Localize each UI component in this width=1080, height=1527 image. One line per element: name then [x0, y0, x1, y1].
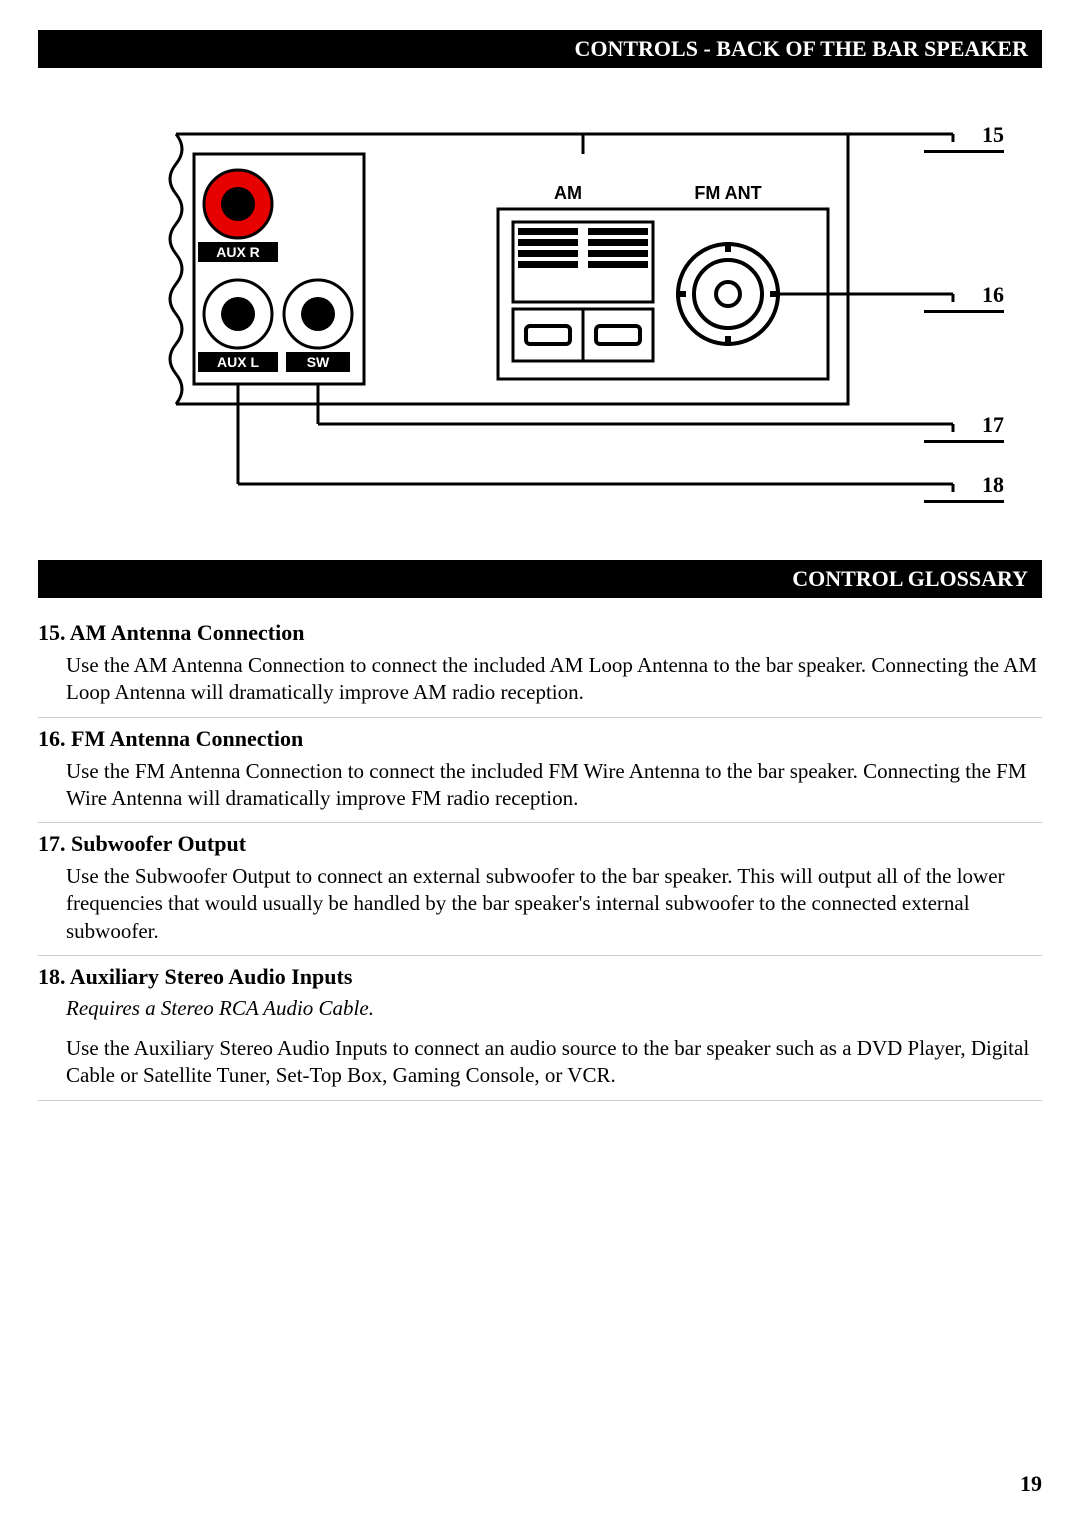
- callout-17: 17: [924, 412, 1004, 443]
- sw-label: SW: [307, 354, 330, 370]
- back-panel-diagram: AUX R AUX L SW AM FM ANT: [38, 104, 1042, 524]
- glossary-item-body: Use the Auxiliary Stereo Audio Inputs to…: [66, 1035, 1042, 1090]
- glossary-item: 18. Auxiliary Stereo Audio Inputs Requir…: [38, 956, 1042, 1101]
- glossary-list: 15. AM Antenna Connection Use the AM Ant…: [38, 612, 1042, 1101]
- glossary-item-body: Use the FM Antenna Connection to connect…: [66, 758, 1042, 813]
- am-label: AM: [554, 183, 582, 203]
- fm-ant-label: FM ANT: [694, 183, 761, 203]
- glossary-item-note: Requires a Stereo RCA Audio Cable.: [66, 996, 1042, 1021]
- glossary-item-title: 18. Auxiliary Stereo Audio Inputs: [38, 964, 1042, 990]
- glossary-header: CONTROL GLOSSARY: [38, 560, 1042, 598]
- glossary-item-title: 17. Subwoofer Output: [38, 831, 1042, 857]
- glossary-item: 15. AM Antenna Connection Use the AM Ant…: [38, 612, 1042, 718]
- aux-r-label: AUX R: [216, 244, 260, 260]
- glossary-item: 17. Subwoofer Output Use the Subwoofer O…: [38, 823, 1042, 956]
- diagram-svg: AUX R AUX L SW AM FM ANT: [158, 104, 1038, 524]
- page-number: 19: [1020, 1471, 1042, 1497]
- glossary-item-body: Use the AM Antenna Connection to connect…: [66, 652, 1042, 707]
- callout-16: 16: [924, 282, 1004, 313]
- glossary-item: 16. FM Antenna Connection Use the FM Ant…: [38, 718, 1042, 824]
- callout-15: 15: [924, 122, 1004, 153]
- callout-18: 18: [924, 472, 1004, 503]
- glossary-item-body: Use the Subwoofer Output to connect an e…: [66, 863, 1042, 945]
- glossary-item-title: 16. FM Antenna Connection: [38, 726, 1042, 752]
- aux-l-label: AUX L: [217, 354, 259, 370]
- glossary-item-title: 15. AM Antenna Connection: [38, 620, 1042, 646]
- section-header: CONTROLS - BACK OF THE BAR SPEAKER: [38, 30, 1042, 68]
